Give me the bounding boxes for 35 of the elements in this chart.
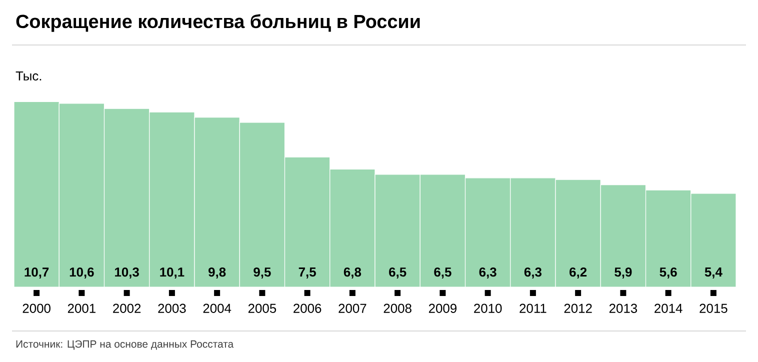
data-label: 7,5 [298,268,316,278]
x-tick-label: 2012 [564,304,592,313]
x-tick-label: 2009 [428,304,456,313]
x-tick-label: 2014 [654,304,682,313]
chart-title: Сокращение количества больниц в России [16,14,420,32]
data-label: 10,6 [70,267,94,279]
data-label: 5,4 [704,268,722,278]
x-tick-label: 2008 [384,304,412,313]
x-tick-label: 2015 [700,304,728,313]
text: Источник: ЦЭПР на основе данных Росстата [16,340,234,350]
x-tick-label: 2007 [338,304,366,313]
x-tick-label: 2011 [520,304,546,313]
x-tick-label: 2003 [158,304,186,313]
data-label: 6,8 [344,267,362,279]
data-label: 5,9 [614,267,632,279]
x-tick-label: 2013 [609,304,638,313]
data-label: 10,7 [24,267,49,279]
data-label: 5,6 [660,267,677,279]
x-tick-label: 2010 [474,304,502,313]
x-tick-label: 2004 [203,304,232,313]
data-label: 6,3 [524,267,542,279]
data-label: 6,2 [570,267,587,279]
x-tick-label: 2000 [22,304,50,313]
x-tick-label: 2005 [248,304,276,313]
data-label: 6,3 [479,267,496,279]
data-label: 9,5 [254,267,271,279]
data-label: 6,5 [434,267,452,279]
data-label: 6,5 [389,267,406,279]
data-label: 10,3 [115,267,139,279]
x-tick-label: 2002 [113,304,141,313]
data-label: 10,1 [160,267,184,279]
x-tick-label: 2001 [68,304,96,313]
x-tick-label: 2006 [294,304,322,313]
data-label: 9,8 [208,267,226,279]
y-axis-title: Тыс. [16,71,42,81]
